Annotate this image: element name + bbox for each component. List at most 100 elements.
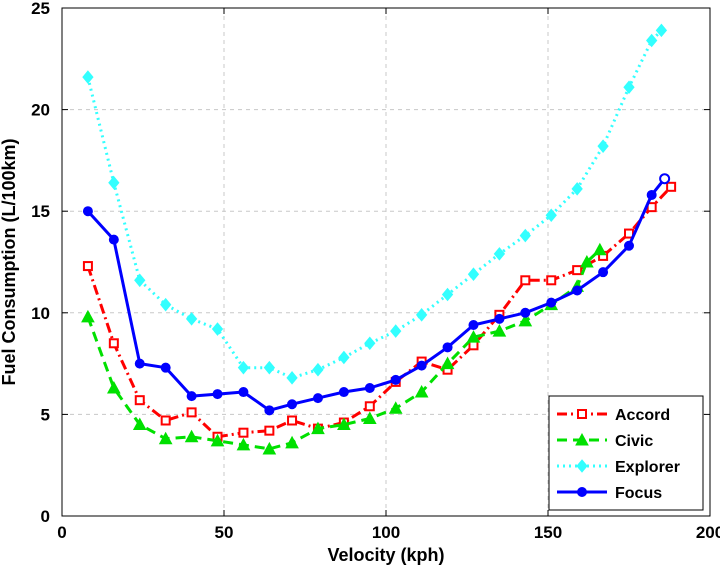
data-point-civic [580,254,594,268]
data-point-accord [264,425,275,436]
data-point-civic [337,417,351,431]
data-point-civic [236,437,251,451]
y-tick-label: 25 [31,0,50,18]
data-point-focus [364,382,375,393]
data-point-focus [520,307,531,318]
series-explorer [82,23,668,385]
legend-item-civic: Civic [557,432,653,450]
legend-item-explorer: Explorer [557,459,680,476]
data-point-civic [440,356,455,370]
series-line-focus [86,177,666,412]
data-point-civic [388,401,403,414]
data-point-focus [287,399,298,410]
data-point-explorer [312,362,324,377]
data-point-explorer [493,247,506,261]
x-tick-label: 100 [372,523,400,542]
legend-marker-focus [577,487,587,497]
data-point-explorer [441,287,454,302]
data-point-explorer [655,23,668,38]
data-point-focus [442,342,453,353]
data-point-focus [468,319,479,330]
data-point-civic [492,324,507,337]
legend-label-accord: Accord [615,407,670,424]
data-point-focus [598,267,609,278]
data-point-accord [160,415,171,426]
y-tick-label: 10 [31,304,50,323]
data-point-civic [466,330,481,343]
data-point-explorer [108,175,120,190]
data-point-explorer [646,33,658,48]
legend-label-civic: Civic [615,433,653,450]
data-point-civic [592,242,607,256]
data-point-focus [160,362,171,373]
x-tick-label: 50 [215,523,234,542]
series-line-civic [86,248,601,451]
data-point-accord [546,275,557,286]
y-tick-label: 20 [31,101,50,120]
data-point-explorer [597,139,609,153]
series-focus [82,173,671,416]
y-tick-label: 0 [41,507,50,526]
data-point-explorer [519,228,531,243]
data-point-focus [338,387,349,398]
data-point-explorer [185,312,198,326]
data-point-civic [414,385,429,398]
data-point-explorer [82,70,94,84]
data-point-focus [212,389,223,400]
data-point-focus [82,206,93,217]
data-point-explorer [237,360,250,375]
series-line-explorer [86,29,663,380]
data-point-civic [106,380,121,394]
data-point-accord [108,338,119,349]
x-axis-title: Velocity (kph) [327,545,444,565]
tick-labels: 0 50 100 150 200 0 5 10 15 20 25 [31,0,720,542]
data-point-accord [134,395,145,406]
data-point-focus [572,285,583,296]
legend-marker-explorer [576,459,588,473]
data-point-focus [186,391,197,402]
data-point-civic [210,433,225,447]
data-point-focus [494,313,505,324]
legend-marker-civic [575,432,589,446]
data-point-explorer [415,308,428,322]
data-point-focus [134,358,145,369]
data-point-civic [311,421,325,435]
legend-marker-accord [577,409,587,419]
data-point-accord [364,401,375,412]
data-point-civic [158,431,173,445]
data-point-focus [416,360,427,371]
data-point-explorer [286,371,298,385]
data-point-civic [262,441,277,455]
data-point-explorer [263,360,276,375]
series-layer [81,23,677,455]
data-point-focus [624,240,634,251]
data-point-accord [238,427,249,438]
data-point-civic [184,429,199,443]
tick-marks [61,7,711,517]
data-point-focus [646,189,657,200]
data-point-accord [520,275,531,286]
data-point-explorer [467,267,480,281]
data-point-civic [362,411,377,424]
data-point-explorer [364,336,376,351]
data-point-focus [108,234,119,245]
legend-item-focus: Focus [557,485,662,502]
x-tick-label: 200 [696,523,720,542]
y-tick-label: 15 [31,202,50,221]
data-point-explorer [160,297,172,312]
data-point-focus [312,393,323,404]
data-point-civic [81,309,95,323]
y-axis-title: Fuel Consumption (L/100km) [0,138,19,385]
data-point-focus [390,374,401,385]
data-point-explorer [623,80,635,95]
data-point-focus [238,387,249,398]
series-civic [81,242,607,455]
data-point-focus [659,173,671,185]
data-point-explorer [545,208,557,223]
data-point-explorer [211,322,224,336]
data-point-explorer [338,350,350,365]
legend: Accord Civic Explorer Focus [548,395,704,511]
data-point-focus [546,297,557,308]
y-tick-label: 5 [41,405,50,424]
